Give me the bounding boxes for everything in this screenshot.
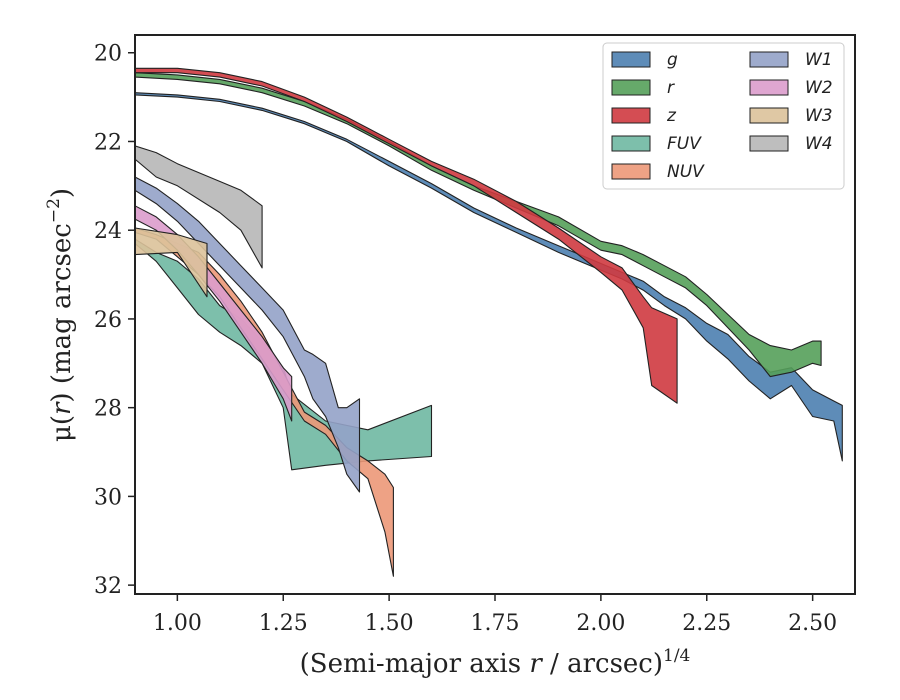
y-tick-label: 28 bbox=[94, 397, 122, 422]
legend: grz FUV NUV W1 W2 W3 W4 bbox=[602, 42, 845, 190]
x-tick-label: 1.00 bbox=[153, 611, 202, 636]
series-band-w4 bbox=[135, 145, 263, 269]
series-band-fuv bbox=[135, 238, 433, 471]
legend-label-z: z bbox=[666, 106, 677, 126]
x-axis: 1.00 1.25 1.50 1.75 2.00 2.25 2.50 bbox=[153, 594, 837, 636]
legend-label-w4: W4 bbox=[805, 134, 833, 154]
y-tick-label: 24 bbox=[94, 219, 122, 244]
x-tick-label: 2.00 bbox=[576, 611, 625, 636]
x-axis-label: (Semi-major axis r / arcsec)1/4 bbox=[300, 646, 691, 679]
y-tick-label: 26 bbox=[94, 308, 122, 333]
x-tick-label: 1.75 bbox=[471, 611, 520, 636]
legend-swatch-nuv bbox=[611, 163, 651, 180]
x-tick-label: 1.50 bbox=[365, 611, 414, 636]
legend-label-w1: W1 bbox=[805, 50, 833, 70]
legend-swatch-r bbox=[611, 79, 651, 96]
legend-swatch-z bbox=[611, 107, 651, 124]
legend-swatch-fuv bbox=[611, 135, 651, 152]
legend-label-fuv: FUV bbox=[667, 134, 702, 154]
x-tick-label: 2.50 bbox=[788, 611, 837, 636]
x-tick-label: 2.25 bbox=[682, 611, 731, 636]
series-band-w1 bbox=[135, 176, 361, 493]
series-band-z bbox=[135, 67, 678, 404]
legend-label-g: g bbox=[667, 50, 678, 70]
y-axis-label: μ(r) (mag arcsec−2) bbox=[44, 188, 77, 442]
y-tick-label: 22 bbox=[94, 130, 122, 155]
legend-swatch-w2 bbox=[749, 79, 789, 96]
legend-swatch-w4 bbox=[749, 135, 789, 152]
y-tick-label: 30 bbox=[94, 485, 122, 510]
legend-swatch-w1 bbox=[749, 51, 789, 68]
y-tick-label: 32 bbox=[94, 574, 122, 599]
y-axis: 20 22 24 26 28 30 32 bbox=[94, 42, 135, 599]
legend-swatch-g bbox=[611, 51, 651, 68]
x-tick-label: 1.25 bbox=[259, 611, 308, 636]
legend-label-w2: W2 bbox=[805, 78, 833, 98]
series-band-w3 bbox=[135, 227, 208, 298]
legend-swatch-w3 bbox=[749, 107, 789, 124]
legend-label-w3: W3 bbox=[805, 106, 833, 126]
y-tick-label: 20 bbox=[94, 42, 122, 67]
series-bands bbox=[135, 67, 843, 577]
series-band-g bbox=[135, 92, 843, 462]
legend-label-nuv: NUV bbox=[667, 162, 705, 182]
legend-label-r: r bbox=[667, 78, 675, 98]
